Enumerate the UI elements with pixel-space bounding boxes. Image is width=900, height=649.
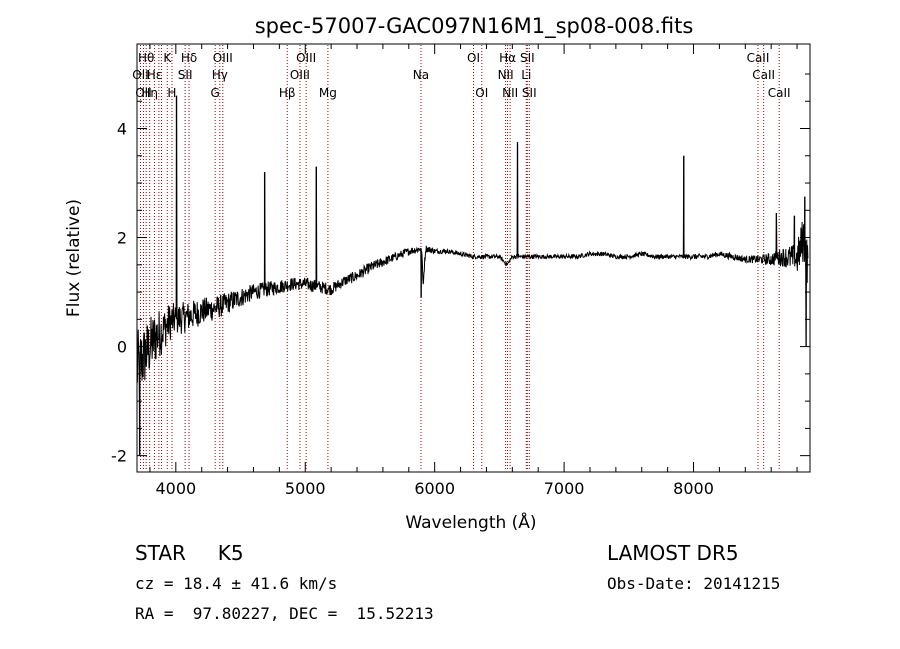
line-marker-label: H	[167, 86, 176, 100]
line-marker-label: OII	[132, 68, 149, 82]
line-marker-label: Hγ	[212, 68, 228, 82]
obs-date: Obs-Date: 20141215	[607, 574, 781, 593]
object-class: STAR K5	[135, 541, 244, 565]
line-marker-label: Hβ	[279, 86, 296, 100]
line-marker-label: SII	[178, 68, 193, 82]
survey-name: LAMOST DR5	[607, 541, 739, 565]
x-tick-label: 5000	[285, 479, 326, 498]
line-marker-label: OIII	[290, 68, 310, 82]
chart-title: spec-57007-GAC097N16M1_sp08-008.fits	[255, 14, 694, 39]
line-marker-label: OIII	[296, 51, 316, 65]
redshift-value: cz = 18.4 ± 41.6 km/s	[135, 574, 338, 593]
x-tick-label: 8000	[673, 479, 714, 498]
line-marker-label: Hα	[499, 51, 516, 65]
x-tick-label: 7000	[544, 479, 585, 498]
line-marker-label: Hθ	[138, 51, 154, 65]
line-markers	[139, 45, 780, 471]
line-marker-label: CaII	[752, 68, 775, 82]
line-marker-label: NII	[502, 86, 518, 100]
spectrum-series	[136, 95, 809, 456]
x-tick-label: 4000	[155, 479, 196, 498]
line-marker-labels: OIIOIIHθHηHεKHSIIHδGHγOIIIHβOIIIOIIIMgNa…	[132, 51, 790, 100]
line-marker-label: CaII	[768, 86, 791, 100]
y-tick-label: 0	[117, 338, 127, 357]
line-marker-label: SII	[522, 86, 537, 100]
line-marker-label: OI	[475, 86, 488, 100]
x-tick-label: 6000	[414, 479, 455, 498]
line-marker-label: Na	[413, 68, 429, 82]
spectrum-line	[136, 95, 809, 456]
line-marker-label: NII	[498, 68, 514, 82]
y-tick-label: 4	[117, 120, 127, 139]
line-marker-label: Hδ	[181, 51, 197, 65]
y-axis-label: Flux (relative)	[64, 199, 84, 317]
line-marker-label: OIII	[213, 51, 233, 65]
axes: 4000 5000 6000 7000 8000 -2 0 2 4	[111, 44, 810, 498]
line-marker-label: G	[211, 86, 220, 100]
line-marker-label: Li	[521, 68, 531, 82]
line-marker-label: Mg	[319, 86, 337, 100]
line-marker-label: SII	[520, 51, 535, 65]
line-marker-label: OII	[135, 86, 152, 100]
coordinates: RA = 97.80227, DEC = 15.52213	[135, 604, 434, 623]
line-marker-label: K	[163, 51, 172, 65]
line-marker-label: Hη	[141, 86, 158, 100]
line-marker-label: CaII	[747, 51, 770, 65]
x-axis-label: Wavelength (Å)	[405, 511, 536, 533]
line-marker-label: Hε	[147, 68, 163, 82]
line-marker-label: OI	[467, 51, 480, 65]
y-tick-label: 2	[117, 229, 127, 248]
y-tick-label: -2	[111, 447, 127, 466]
plot-frame	[136, 43, 811, 473]
